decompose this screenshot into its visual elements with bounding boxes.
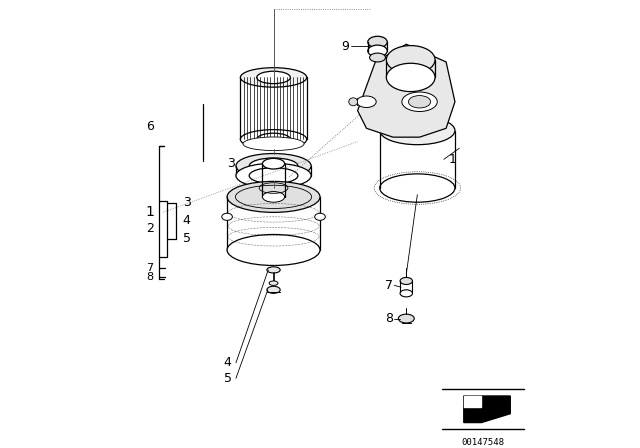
Text: 7: 7 — [385, 279, 393, 292]
Text: 1: 1 — [448, 153, 456, 166]
Ellipse shape — [368, 45, 387, 56]
Text: 5: 5 — [223, 372, 232, 385]
Ellipse shape — [257, 133, 291, 146]
Ellipse shape — [241, 129, 307, 149]
Ellipse shape — [349, 98, 358, 106]
Ellipse shape — [249, 158, 298, 174]
Ellipse shape — [227, 234, 320, 266]
Text: 1: 1 — [145, 205, 154, 220]
Polygon shape — [358, 44, 455, 137]
Text: 4: 4 — [223, 356, 232, 369]
Ellipse shape — [408, 95, 431, 108]
Ellipse shape — [262, 192, 285, 202]
Ellipse shape — [267, 267, 280, 273]
Text: 8: 8 — [385, 312, 393, 325]
Text: 3: 3 — [228, 157, 236, 170]
Ellipse shape — [369, 53, 385, 62]
Ellipse shape — [222, 213, 232, 220]
Text: 5: 5 — [183, 233, 191, 246]
Ellipse shape — [236, 154, 311, 178]
Ellipse shape — [257, 71, 291, 84]
Ellipse shape — [356, 96, 376, 108]
Ellipse shape — [227, 181, 320, 212]
Ellipse shape — [400, 277, 412, 284]
Ellipse shape — [315, 213, 325, 220]
Text: 3: 3 — [183, 196, 191, 209]
Polygon shape — [464, 396, 481, 407]
Ellipse shape — [243, 137, 304, 151]
Ellipse shape — [262, 159, 285, 169]
Ellipse shape — [380, 116, 455, 145]
Text: 6: 6 — [146, 120, 154, 133]
Ellipse shape — [402, 92, 437, 112]
Ellipse shape — [387, 63, 435, 91]
Ellipse shape — [236, 163, 311, 188]
Text: 8: 8 — [146, 271, 153, 281]
Ellipse shape — [380, 174, 455, 202]
Text: 00147548: 00147548 — [461, 438, 504, 447]
Polygon shape — [464, 396, 510, 422]
Ellipse shape — [241, 68, 307, 87]
Text: 9: 9 — [341, 40, 349, 53]
Ellipse shape — [400, 290, 412, 297]
Text: 7: 7 — [146, 263, 153, 273]
Text: 4: 4 — [183, 214, 191, 227]
Text: 2: 2 — [146, 223, 154, 236]
Ellipse shape — [249, 168, 298, 184]
Ellipse shape — [269, 281, 278, 285]
Ellipse shape — [387, 46, 435, 74]
Ellipse shape — [267, 286, 280, 293]
Ellipse shape — [368, 36, 387, 48]
Ellipse shape — [398, 314, 414, 323]
